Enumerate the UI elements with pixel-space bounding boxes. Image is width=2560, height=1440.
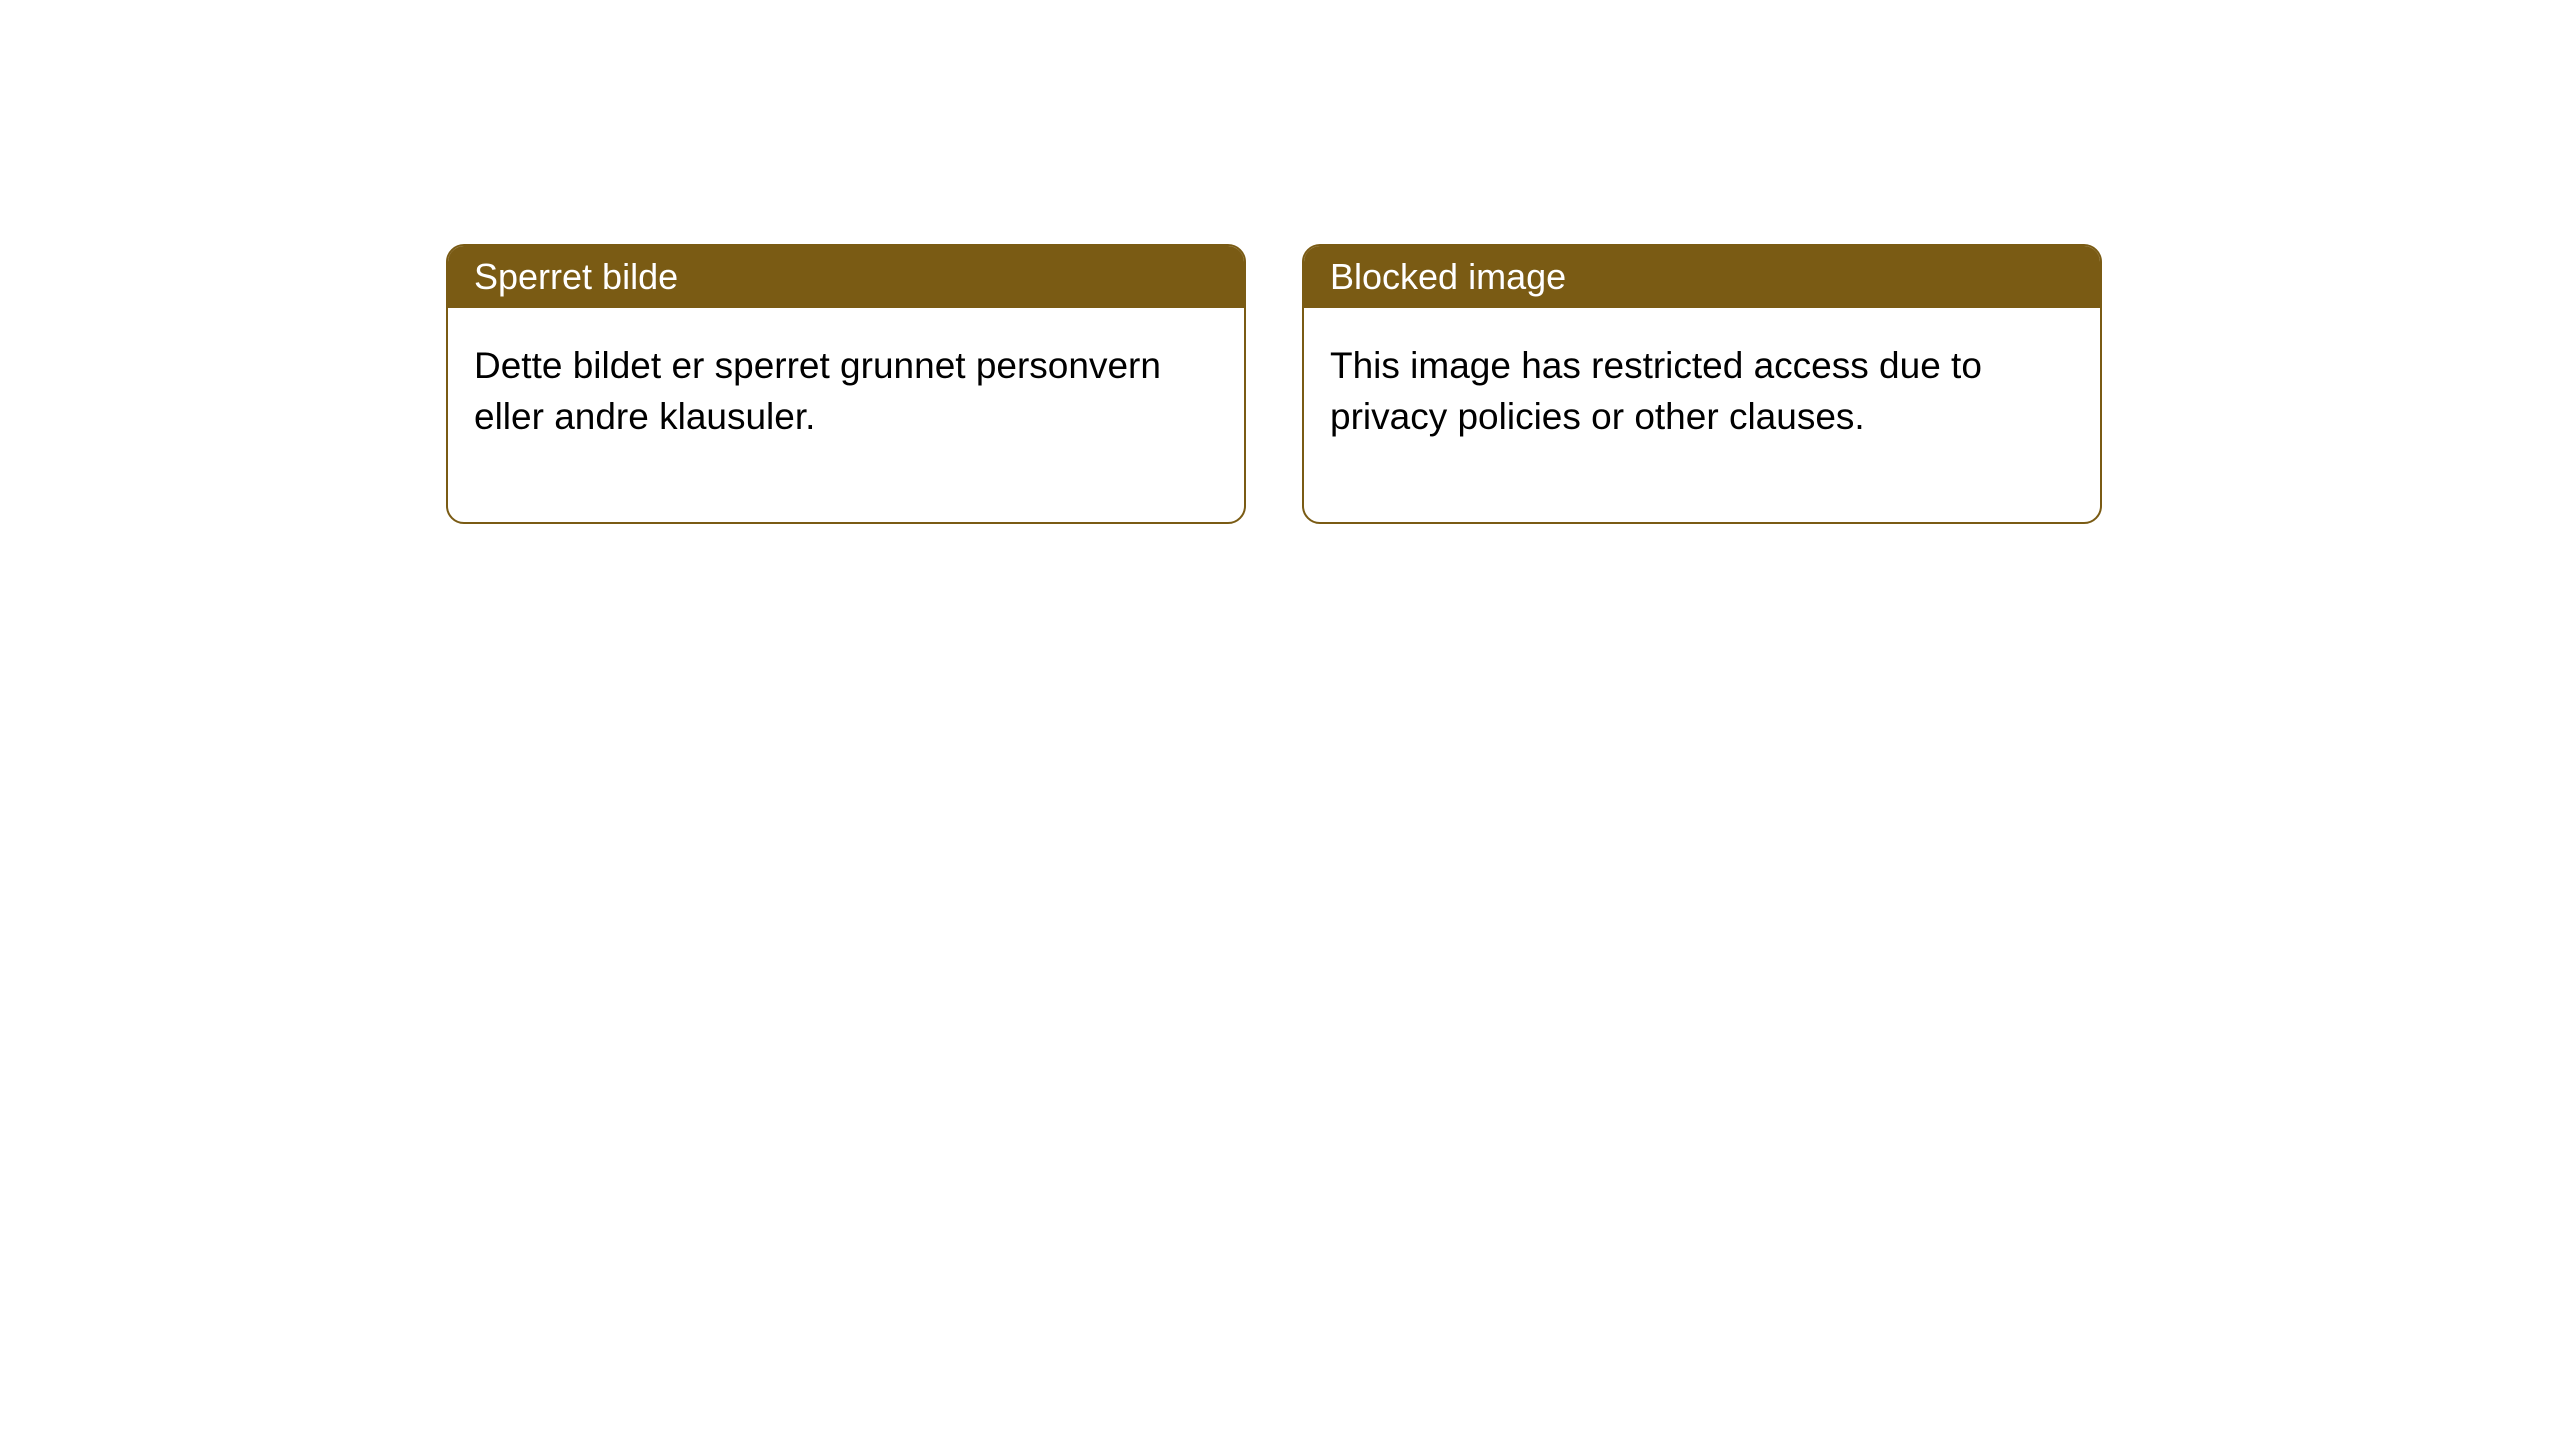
- notice-header: Sperret bilde: [448, 246, 1244, 308]
- notice-card-norwegian: Sperret bilde Dette bildet er sperret gr…: [446, 244, 1246, 524]
- notice-header: Blocked image: [1304, 246, 2100, 308]
- notice-card-english: Blocked image This image has restricted …: [1302, 244, 2102, 524]
- notice-body: This image has restricted access due to …: [1304, 308, 2100, 522]
- notice-cards-container: Sperret bilde Dette bildet er sperret gr…: [446, 244, 2102, 524]
- notice-body: Dette bildet er sperret grunnet personve…: [448, 308, 1244, 522]
